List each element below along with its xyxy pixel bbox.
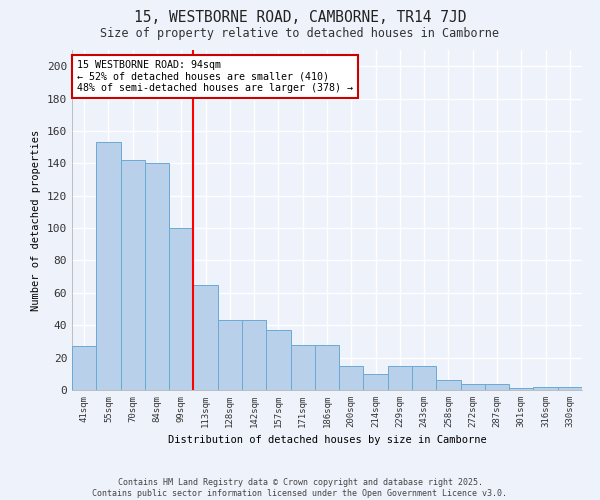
- Bar: [533, 387, 558, 390]
- Bar: [290, 344, 315, 390]
- Bar: [315, 344, 339, 390]
- Bar: [96, 142, 121, 390]
- Text: 15, WESTBORNE ROAD, CAMBORNE, TR14 7JD: 15, WESTBORNE ROAD, CAMBORNE, TR14 7JD: [134, 10, 466, 25]
- Text: Contains HM Land Registry data © Crown copyright and database right 2025.
Contai: Contains HM Land Registry data © Crown c…: [92, 478, 508, 498]
- Bar: [436, 380, 461, 390]
- Bar: [509, 388, 533, 390]
- Bar: [388, 366, 412, 390]
- X-axis label: Distribution of detached houses by size in Camborne: Distribution of detached houses by size …: [167, 436, 487, 446]
- Bar: [242, 320, 266, 390]
- Bar: [145, 164, 169, 390]
- Bar: [485, 384, 509, 390]
- Text: Size of property relative to detached houses in Camborne: Size of property relative to detached ho…: [101, 28, 499, 40]
- Bar: [364, 374, 388, 390]
- Bar: [169, 228, 193, 390]
- Bar: [266, 330, 290, 390]
- Text: 15 WESTBORNE ROAD: 94sqm
← 52% of detached houses are smaller (410)
48% of semi-: 15 WESTBORNE ROAD: 94sqm ← 52% of detach…: [77, 60, 353, 94]
- Bar: [339, 366, 364, 390]
- Bar: [218, 320, 242, 390]
- Bar: [412, 366, 436, 390]
- Y-axis label: Number of detached properties: Number of detached properties: [31, 130, 41, 310]
- Bar: [461, 384, 485, 390]
- Bar: [121, 160, 145, 390]
- Bar: [193, 285, 218, 390]
- Bar: [72, 346, 96, 390]
- Bar: [558, 387, 582, 390]
